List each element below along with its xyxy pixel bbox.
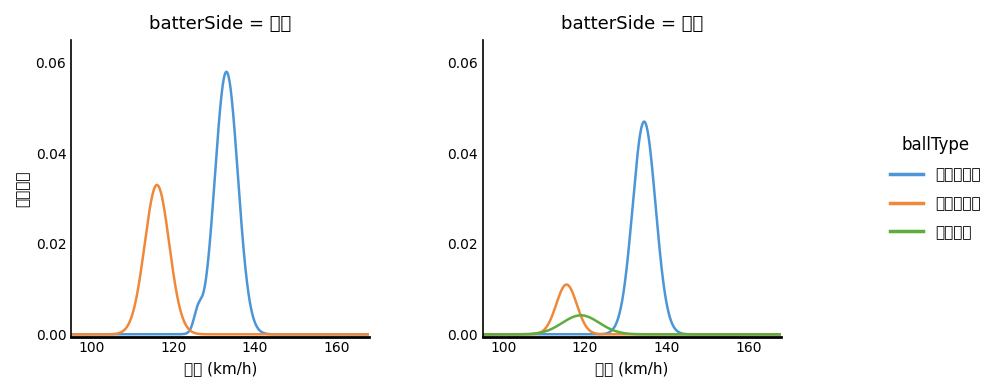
Y-axis label: 確率密度: 確率密度 (15, 170, 30, 206)
Title: batterSide = 左打: batterSide = 左打 (561, 15, 703, 33)
X-axis label: 球速 (km/h): 球速 (km/h) (594, 361, 668, 376)
Legend: ストレート, スライダー, シンカー: ストレート, スライダー, シンカー (883, 129, 986, 246)
Title: batterSide = 右打: batterSide = 右打 (149, 15, 291, 33)
X-axis label: 球速 (km/h): 球速 (km/h) (184, 361, 256, 376)
